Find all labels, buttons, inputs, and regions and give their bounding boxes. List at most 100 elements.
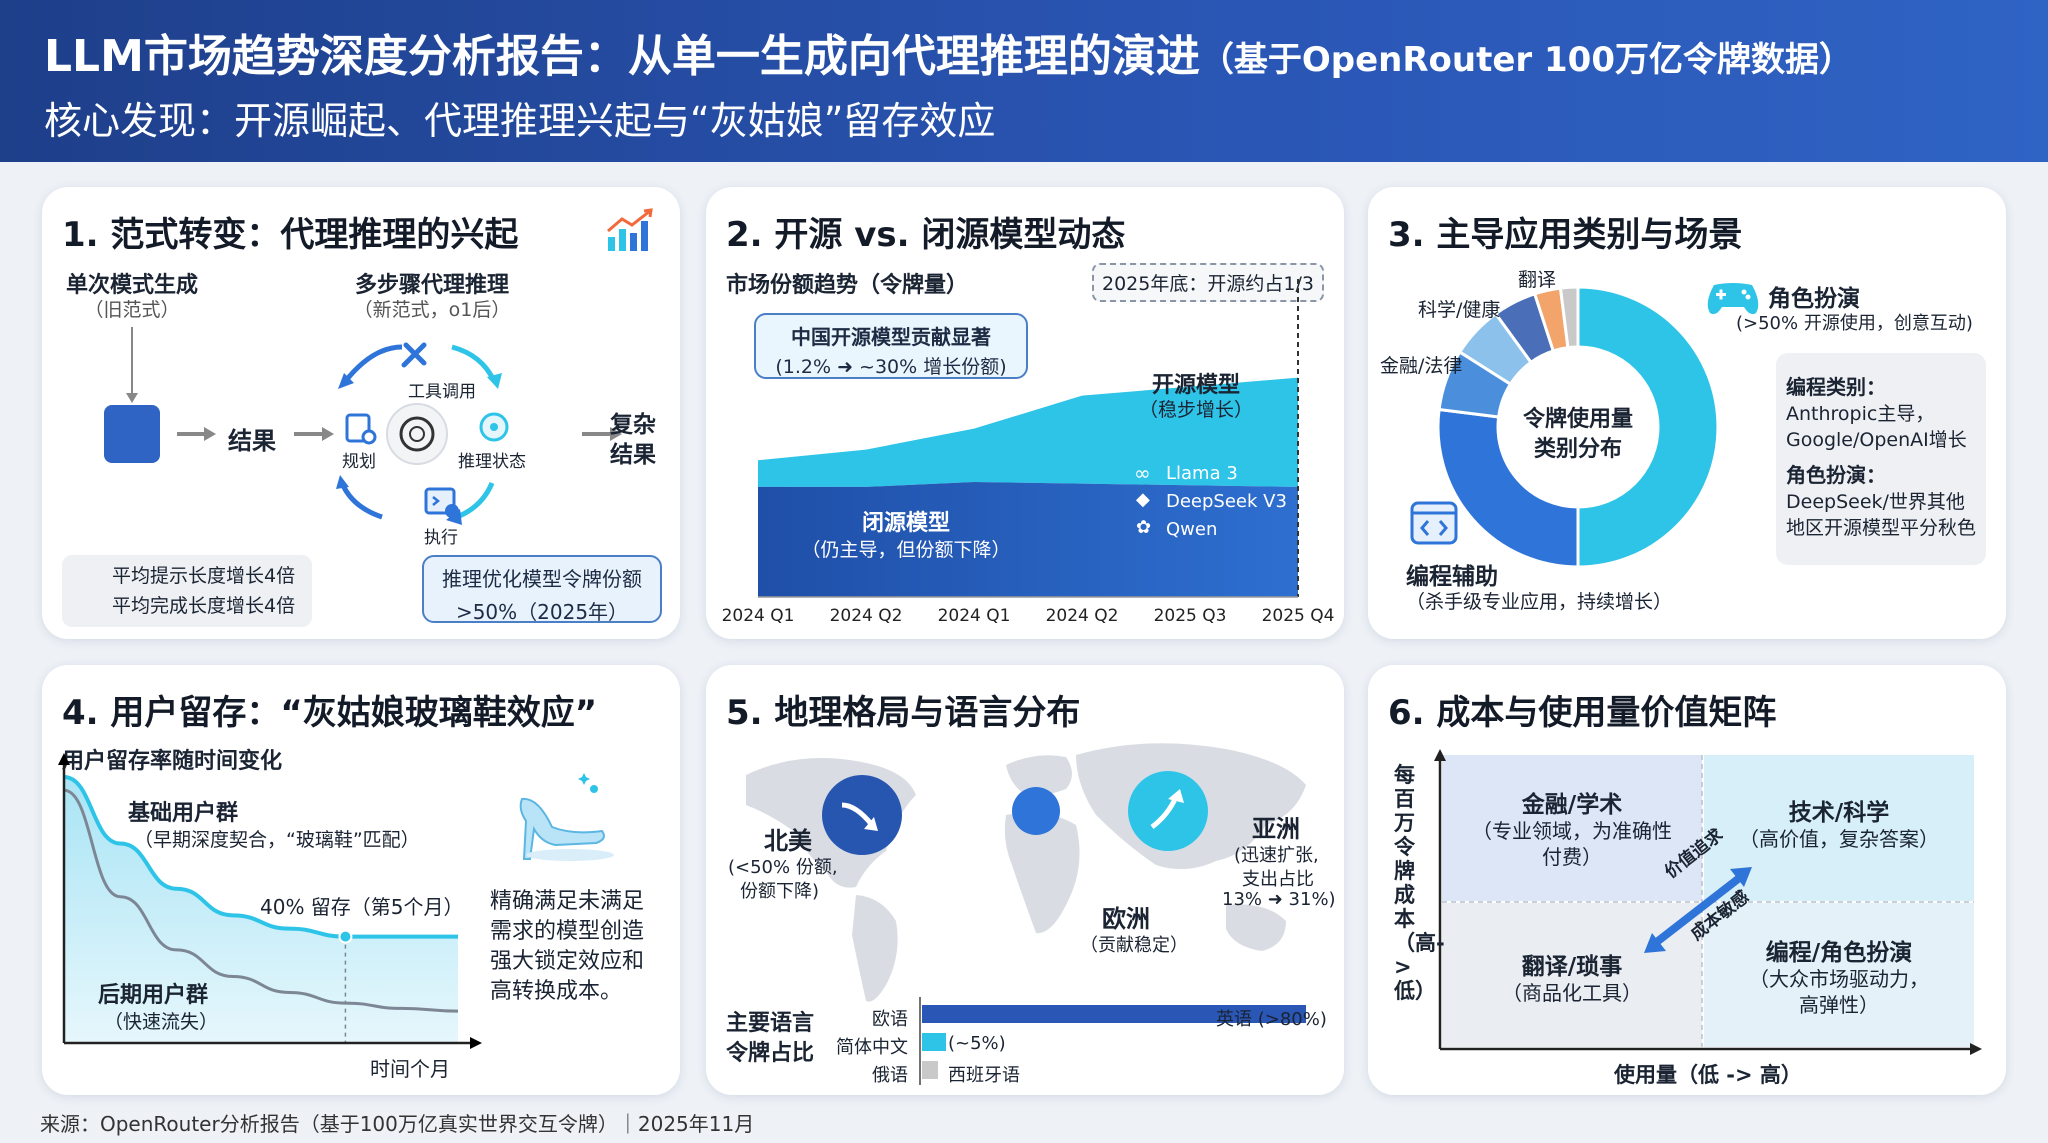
lang-bar xyxy=(922,1061,938,1079)
card6-title: 6. 成本与使用量价值矩阵 xyxy=(1388,693,1777,733)
report-subtitle: 核心发现：开源崛起、代理推理兴起与“灰姑娘”留存效应 xyxy=(44,99,996,143)
retention-desc-4: 高转换成本。 xyxy=(490,979,623,1004)
coding-title: 编程辅助 xyxy=(1406,564,1498,590)
note-coding-heading: 编程类别： xyxy=(1786,375,1886,399)
retention-desc-1: 精确满足未满足 xyxy=(490,889,645,914)
na-sub-1: (<50% 份额, xyxy=(728,857,838,878)
q1-title: 金融/学术 xyxy=(1521,792,1623,818)
closed-model-sub: （仍主导，但份额下降） xyxy=(801,539,1011,561)
eu-title: 欧洲 xyxy=(1102,905,1150,933)
card-paradigm-shift: 1. 范式转变：代理推理的兴起 单次模式生成 （旧范式） 多步骤代理推理 （新范… xyxy=(42,187,680,639)
single-mode-title: 单次模式生成 xyxy=(65,273,198,298)
base-cohort-fill xyxy=(64,777,458,1043)
plan-icon xyxy=(345,413,377,445)
series-closed-area xyxy=(758,481,1298,597)
meta-logo-icon: ∞ xyxy=(1134,461,1151,485)
eu-region-marker xyxy=(1012,787,1060,835)
closed-model-label: 闭源模型 xyxy=(861,511,950,536)
q2-title: 技术/科学 xyxy=(1788,800,1890,826)
asia-sub-1: (迅速扩张, xyxy=(1234,845,1319,866)
lang-row-3-label: 俄语 xyxy=(872,1065,908,1086)
qwen-logo-icon: ✿ xyxy=(1136,517,1152,538)
quadrant-top-right xyxy=(1704,755,1974,901)
card-open-vs-closed: 2. 开源 vs. 闭源模型动态 市场份额趋势（令牌量） 2025年底：开源约占… xyxy=(706,187,1344,639)
execute-icon xyxy=(424,487,459,518)
tool-call-label: 工具调用 xyxy=(408,382,476,402)
donut-slice xyxy=(1558,285,1580,350)
tool-icon xyxy=(401,342,427,368)
retention-line-chart xyxy=(58,753,482,1049)
quadrant-bottom-right xyxy=(1704,903,1974,1047)
single-block xyxy=(104,405,160,463)
x-tick-label: 2024 Q2 xyxy=(830,606,903,626)
card1-title: 1. 范式转变：代理推理的兴起 xyxy=(62,215,519,255)
multi-step-title: 多步骤代理推理 xyxy=(354,273,509,298)
note-roleplay-line-1: DeepSeek/世界其他 xyxy=(1786,491,1965,513)
label-translate: 翻译 xyxy=(1518,269,1557,291)
llm-core-icon xyxy=(386,403,448,465)
open-model-sub: （稳步增长） xyxy=(1138,399,1253,421)
multi-step-sub: （新范式，o1后） xyxy=(353,299,511,321)
lang-row-1-value: 英语 (>80%) xyxy=(1216,1009,1327,1030)
report-header: LLM市场趋势深度分析报告：从单一生成向代理推理的演进（基于OpenRouter… xyxy=(0,0,2048,162)
legend-prompt-length: 平均提示长度增长4倍 xyxy=(112,565,296,587)
late-cohort-line xyxy=(63,788,459,1013)
china-open-callout: 中国开源模型贡献显著 (1.2% ➜ ~30% 增长份额) xyxy=(754,313,1028,379)
coding-sub: （杀手级专业应用，持续增长） xyxy=(1406,591,1673,613)
card3-title: 3. 主导应用类别与场景 xyxy=(1388,215,1743,255)
q1-sub-2: 付费） xyxy=(1542,845,1602,869)
gamepad-icon xyxy=(1707,283,1759,315)
lang-row-1-label: 欧语 xyxy=(872,1009,908,1030)
paradigm-diagram xyxy=(72,327,622,615)
base-cohort-sub: （早期深度契合，“玻璃鞋”匹配） xyxy=(134,829,420,851)
lang-row-2-label: 简体中文 xyxy=(836,1037,908,1058)
callout-line-2: >50%（2025年） xyxy=(455,600,629,624)
na-sub-2: 份额下降) xyxy=(740,881,820,902)
matrix-xlabel: 使用量（低 -> 高） xyxy=(1614,1063,1802,1087)
result-label: 结果 xyxy=(228,427,276,455)
lang-row-3-value: 西班牙语 xyxy=(948,1065,1020,1086)
x-tick-label: 2025 Q4 xyxy=(1262,606,1335,626)
trend-chart-icon xyxy=(607,208,653,251)
card2-title: 2. 开源 vs. 闭源模型动态 xyxy=(726,215,1126,255)
donut-slice xyxy=(1576,285,1720,569)
note-coding-line-1: Anthropic主导， xyxy=(1786,403,1935,425)
retention-desc-2: 需求的模型创造 xyxy=(490,919,645,944)
x-tick-label: 2025 Q3 xyxy=(1154,606,1227,626)
asia-sub-2: 支出占比 xyxy=(1242,869,1314,890)
card-user-retention: 4. 用户留存：“灰姑娘玻璃鞋效应” 用户留存率随时间变化 基础用户群 （早期深… xyxy=(42,665,680,1095)
q4-sub-2: 高弹性） xyxy=(1799,993,1879,1017)
na-title: 北美 xyxy=(764,827,812,855)
open-share-badge: 2025年底：开源约占1/3 xyxy=(1092,263,1324,302)
market-share-area-chart: 2024 Q1 2024 Q2 2024 Q1 2024 Q2 2025 Q3 2025 … xyxy=(722,279,1335,626)
q4-title: 编程/角色扮演 xyxy=(1765,940,1913,966)
x-tick-label: 2024 Q2 xyxy=(1046,606,1119,626)
plan-label: 规划 xyxy=(342,452,376,472)
model-deepseek: DeepSeek V3 xyxy=(1166,491,1287,512)
retention-chart-title: 用户留存率随时间变化 xyxy=(62,749,283,774)
card4-title: 4. 用户留存：“灰姑娘玻璃鞋效应” xyxy=(62,693,598,733)
value-matrix xyxy=(1434,749,1982,1055)
title-paren: （基于OpenRouter 100万亿令牌数据） xyxy=(1199,40,1853,80)
source-footnote: 来源：OpenRouter分析报告（基于100万亿真实世界交互令牌）｜2025年… xyxy=(40,1112,755,1136)
china-callout-line-1: 中国开源模型贡献显著 xyxy=(791,325,991,349)
q2-sub: （高价值，复杂答案） xyxy=(1739,827,1939,851)
note-roleplay-heading: 角色扮演： xyxy=(1786,463,1886,487)
reason-icon xyxy=(479,412,509,442)
q4-sub-1: （大众市场驱动力， xyxy=(1749,967,1929,991)
q3-sub: （商品化工具） xyxy=(1502,981,1642,1005)
asia-sub-3: 13% ➜ 31%) xyxy=(1222,889,1336,910)
note-coding-line-2: Google/OpenAI增长 xyxy=(1786,429,1967,451)
reasoning-share-callout: 推理优化模型令牌份额 >50%（2025年） xyxy=(422,555,662,624)
card-value-matrix: 6. 成本与使用量价值矩阵 每百万令牌成本（高->低） 使用量（低 -> 高） … xyxy=(1368,665,2006,1095)
donut-center-2: 类别分布 xyxy=(1533,437,1622,462)
quadrant-bottom-left xyxy=(1442,903,1702,1047)
lang-bar xyxy=(922,1005,1306,1023)
lang-title-1: 主要语言 xyxy=(726,1011,815,1036)
category-donut-chart xyxy=(1436,285,1720,569)
quadrant-top-left xyxy=(1442,755,1702,901)
label-finance: 金融/法律 xyxy=(1380,355,1463,377)
q1-sub-1: （专业领域，为准确性 xyxy=(1472,819,1672,843)
lang-title-2: 令牌占比 xyxy=(726,1041,815,1066)
donut-slice xyxy=(1436,407,1580,569)
